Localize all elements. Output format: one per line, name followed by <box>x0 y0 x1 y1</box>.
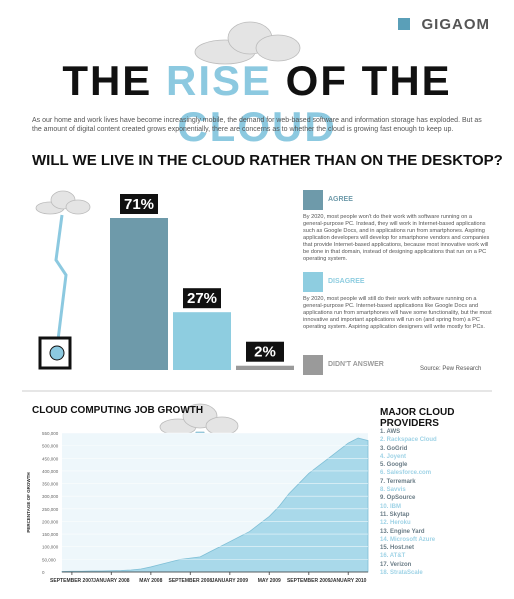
value-label: 71% <box>124 196 154 213</box>
provider: 17. Verizon <box>380 561 412 568</box>
providers-title: MAJOR CLOUD PROVIDERS <box>380 407 455 429</box>
title-part: RISE <box>165 57 273 104</box>
x-tick-label: JANUARY 2008 <box>93 578 130 584</box>
brand: GIGAOM <box>421 16 490 33</box>
bar-title: WILL WE LIVE IN THE CLOUD RATHER THAN ON… <box>32 152 503 169</box>
y-axis-title: PERCENTAGE OF GROWTH <box>26 472 31 532</box>
legend-label: DISAGREE <box>328 278 365 285</box>
provider: 3. GoGrid <box>380 445 408 452</box>
x-tick-label: JANUARY 2009 <box>212 578 249 584</box>
bar <box>110 218 168 370</box>
bar-chart: 71% 27% 2% <box>110 194 294 370</box>
provider: 13. Engine Yard <box>380 528 425 535</box>
y-tick-label: 350,000 <box>42 482 59 487</box>
provider: 2. Rackspace Cloud <box>380 437 437 444</box>
source: Source: Pew Research <box>420 366 482 372</box>
x-tick-label: SEPTEMBER 2007 <box>50 578 94 584</box>
value-label-bg <box>183 288 221 309</box>
x-tick-label: MAY 2008 <box>139 578 162 584</box>
area-title: CLOUD COMPUTING JOB GROWTH <box>32 405 204 416</box>
description: By 2020, most people won't do their work… <box>303 214 490 262</box>
x-tick-label: SEPTEMBER 2009 <box>287 578 331 584</box>
y-tick-label: 450,000 <box>42 456 59 461</box>
bar <box>173 312 231 370</box>
y-tick-label: 500,000 <box>42 444 59 449</box>
providers-list: 1. AWS 2. Rackspace Cloud 3. GoGrid 4. Joye… <box>380 428 437 577</box>
provider: 11. Skytap <box>380 511 410 518</box>
value-label: 27% <box>187 290 217 307</box>
provider: 9. OpSource <box>380 495 416 502</box>
provider: 7. Terremark <box>380 478 416 485</box>
provider: 18. StrataScale <box>380 570 423 577</box>
title-part: CLOUD <box>177 103 337 150</box>
provider: 15. Host.net <box>380 545 415 552</box>
title-part: OF THE <box>272 57 452 104</box>
y-tick-label: 150,000 <box>42 532 59 537</box>
y-tick-label: 550,000 <box>42 431 59 436</box>
legend-label: DIDN'T ANSWER <box>328 361 384 368</box>
bar <box>236 365 294 370</box>
provider: 10. IBM <box>380 503 402 510</box>
x-tick-label: MAY 2009 <box>258 578 281 584</box>
y-tick-label: 400,000 <box>42 469 59 474</box>
legend-swatch <box>303 190 323 210</box>
provider: 14. Microsoft Azure <box>380 536 436 543</box>
x-tick-label: SEPTEMBER 2008 <box>169 578 213 584</box>
legend-label: AGREE <box>328 196 353 203</box>
legend-swatch <box>303 272 323 292</box>
value-label-bg <box>246 341 284 362</box>
value-label: 2% <box>254 344 276 361</box>
area-chart: 0 50,000 100,000 150,000 200,000 250,000 300,0… <box>26 431 369 584</box>
provider: 6. Salesforce.com <box>380 470 432 477</box>
provider: 1. AWS <box>380 429 401 435</box>
provider: 5. Google <box>380 462 408 469</box>
y-tick-label: 300,000 <box>42 494 59 499</box>
title-part: THE <box>62 57 166 104</box>
x-tick-label: JANUARY 2010 <box>330 578 367 584</box>
legend-swatch <box>303 355 323 375</box>
y-tick-label: 100,000 <box>42 545 59 550</box>
y-tick-label: 250,000 <box>42 507 59 512</box>
y-tick-label: 50,000 <box>42 557 56 562</box>
area <box>61 437 369 573</box>
value-label-bg <box>120 194 158 214</box>
intro: As our home and work lives have become i… <box>32 117 482 133</box>
provider: 12. Heroku <box>380 520 411 527</box>
y-tick-label: 0 <box>42 570 45 575</box>
provider: 8. Savvis <box>380 487 406 494</box>
main-title: THE RISE OF THE CLOUD <box>0 58 514 150</box>
description: By 2020, most people will still do their… <box>303 296 492 330</box>
provider: 4. Joyent <box>380 453 407 460</box>
provider: 16. AT&T <box>380 553 406 560</box>
y-tick-label: 200,000 <box>42 519 59 524</box>
